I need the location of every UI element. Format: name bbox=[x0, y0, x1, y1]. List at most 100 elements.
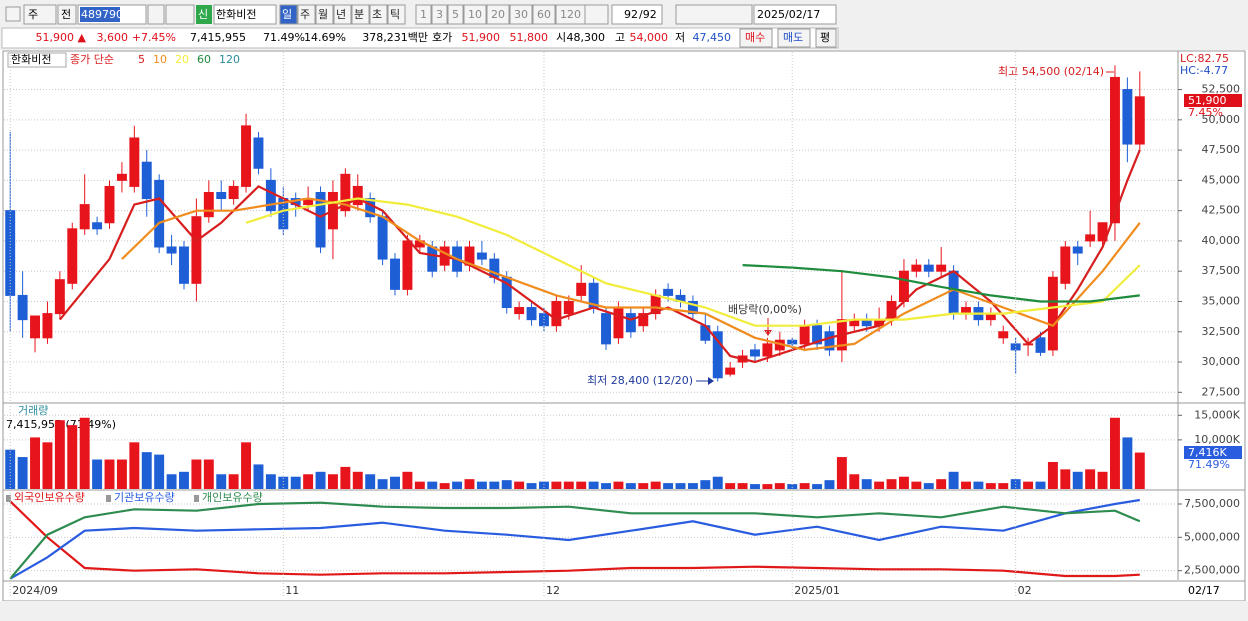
volume-bar bbox=[439, 483, 450, 489]
volume-bar bbox=[762, 484, 773, 489]
candle-body bbox=[427, 246, 438, 272]
volume-bar bbox=[390, 476, 400, 489]
volume-bar bbox=[54, 420, 65, 489]
date-box[interactable] bbox=[753, 4, 837, 25]
interval-button[interactable] bbox=[351, 4, 370, 25]
volume-bar bbox=[42, 442, 53, 489]
quote-volume-rate: 71.49% bbox=[263, 31, 305, 44]
quote-change: 3,600 bbox=[97, 31, 129, 44]
unit-button[interactable] bbox=[463, 4, 487, 25]
candle-body bbox=[1134, 96, 1145, 145]
volume-bar bbox=[961, 481, 971, 489]
badge-box bbox=[196, 5, 212, 24]
x-tick-label: 12 bbox=[546, 584, 560, 597]
volume-bar bbox=[1072, 471, 1083, 489]
candle-body bbox=[402, 240, 413, 290]
y-tick-label: 5,000,000 bbox=[1184, 530, 1240, 543]
candle-body bbox=[725, 367, 736, 375]
search-button[interactable] bbox=[147, 4, 165, 25]
interval-button[interactable] bbox=[315, 4, 334, 25]
name-box[interactable] bbox=[213, 4, 277, 25]
candle-body bbox=[1097, 222, 1108, 242]
unit: 120 bbox=[560, 8, 581, 21]
y-tick-label: 37,500 bbox=[1202, 264, 1241, 277]
avg-button[interactable] bbox=[815, 28, 837, 48]
volume-bar bbox=[625, 483, 636, 489]
volume-bar bbox=[141, 452, 152, 489]
volume-bar bbox=[303, 474, 314, 489]
quote-bar bbox=[1, 27, 839, 49]
unit-button[interactable] bbox=[486, 4, 510, 25]
x-tick-label: 2025/01 bbox=[794, 584, 840, 597]
interval-button[interactable] bbox=[387, 4, 406, 25]
volume-bar bbox=[836, 457, 847, 489]
volume-bar bbox=[1085, 469, 1096, 489]
legend-entry: 개인보유수량 bbox=[202, 491, 263, 504]
candle-body bbox=[687, 300, 698, 315]
lc: LC:82.75 bbox=[1180, 52, 1229, 65]
sound-button[interactable] bbox=[165, 4, 195, 25]
sell-button[interactable] bbox=[777, 28, 811, 48]
y-tick-label: 32,500 bbox=[1202, 325, 1241, 338]
candle-body bbox=[476, 252, 487, 260]
candle-body bbox=[601, 313, 612, 345]
volume-bar bbox=[973, 481, 984, 489]
unit-button[interactable] bbox=[555, 4, 586, 25]
volume-bar bbox=[687, 483, 698, 489]
volume-bar bbox=[1110, 417, 1120, 489]
volume-bar bbox=[501, 480, 512, 489]
volume-bar bbox=[17, 457, 28, 489]
count-box[interactable] bbox=[611, 4, 663, 25]
y-tick-label: 2,500,000 bbox=[1184, 564, 1240, 577]
holding-line bbox=[9, 498, 1140, 580]
volume-bar bbox=[936, 479, 947, 489]
volume-bar bbox=[787, 484, 798, 489]
volume-bar bbox=[1023, 481, 1034, 489]
candle-body bbox=[712, 331, 723, 379]
volume-bar bbox=[414, 481, 425, 489]
volume-bar bbox=[1060, 469, 1071, 489]
candle-body bbox=[1122, 89, 1133, 145]
unit-button[interactable] bbox=[415, 4, 432, 25]
candle-body bbox=[923, 264, 934, 272]
scrollbar[interactable] bbox=[0, 601, 1248, 621]
volume-bar bbox=[551, 481, 562, 489]
legend-ma-period: 60 bbox=[197, 53, 211, 66]
candle-body bbox=[812, 325, 823, 345]
buy-button[interactable] bbox=[739, 28, 773, 48]
unit: 60 bbox=[537, 8, 551, 21]
interval-button[interactable] bbox=[333, 4, 352, 25]
volume-bar bbox=[427, 481, 438, 489]
candle-body bbox=[1072, 246, 1083, 254]
unit-button[interactable] bbox=[532, 4, 556, 25]
y-tick-label: 30,000 bbox=[1202, 355, 1241, 368]
quote-rate: +7.45% bbox=[132, 31, 176, 44]
candle-body bbox=[390, 258, 400, 290]
y-tick-label: 47,500 bbox=[1202, 143, 1241, 156]
unit-button[interactable] bbox=[509, 4, 533, 25]
sell: 매도 bbox=[783, 31, 803, 44]
candle-body bbox=[551, 300, 562, 327]
volume-bar bbox=[265, 474, 276, 489]
unit-button[interactable] bbox=[447, 4, 464, 25]
last-price: 51,900 bbox=[1188, 94, 1227, 107]
candle-body bbox=[191, 216, 202, 284]
tool-icons[interactable] bbox=[675, 4, 753, 25]
unit-button[interactable] bbox=[431, 4, 448, 25]
interval-button[interactable] bbox=[369, 4, 388, 25]
interval-button[interactable] bbox=[297, 4, 316, 25]
interval: 분 bbox=[354, 8, 364, 21]
volume-bar bbox=[129, 442, 140, 489]
candle-body bbox=[241, 125, 252, 187]
moving-average bbox=[121, 197, 1141, 352]
interval-button[interactable] bbox=[279, 4, 298, 25]
mode-select[interactable] bbox=[57, 4, 77, 25]
volume-bar bbox=[911, 481, 922, 489]
x-tick-label: 02 bbox=[1018, 584, 1032, 597]
volume-bar bbox=[365, 474, 376, 489]
candle-body bbox=[340, 173, 351, 212]
y-tick-label: 27,500 bbox=[1202, 385, 1241, 398]
period-select[interactable] bbox=[23, 4, 57, 25]
menu-icon[interactable] bbox=[5, 6, 21, 22]
